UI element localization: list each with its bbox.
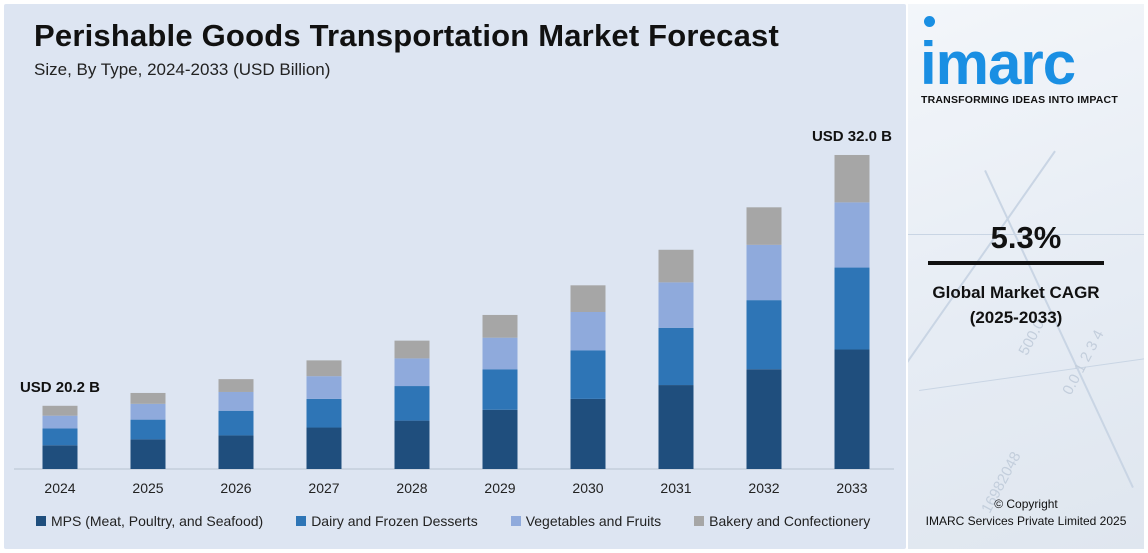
imarc-logo: imarc	[920, 30, 1076, 97]
bar-segment-2029-2	[482, 337, 518, 370]
copyright-line1: © Copyright	[994, 497, 1058, 511]
bar-segment-2024-3	[42, 405, 78, 416]
bar-segment-2025-1	[130, 419, 166, 440]
legend-label: Dairy and Frozen Desserts	[311, 513, 478, 529]
bar-segment-2030-3	[570, 285, 606, 312]
bar-segment-2032-0	[746, 369, 782, 469]
legend-label: MPS (Meat, Poultry, and Seafood)	[51, 513, 264, 529]
bar-segment-2030-1	[570, 350, 606, 399]
legend-swatch	[296, 516, 307, 526]
bar-segment-2027-1	[306, 398, 342, 428]
legend-swatch	[36, 516, 46, 526]
bar-segment-2033-2	[834, 202, 870, 268]
legend-item-2: Vegetables and Fruits	[510, 513, 662, 529]
bar-segment-2026-3	[218, 379, 254, 392]
copyright-line2: IMARC Services Private Limited 2025	[925, 514, 1127, 528]
x-tick-label-2029: 2029	[484, 480, 515, 496]
bar-segment-2024-1	[42, 428, 78, 446]
cagr-value: 5.3%	[990, 220, 1062, 255]
bar-segment-2027-3	[306, 360, 342, 377]
decorative-line	[908, 234, 1144, 235]
bar-segment-2030-0	[570, 398, 606, 469]
bar-segment-2027-2	[306, 376, 342, 399]
chart-legend: MPS (Meat, Poultry, and Seafood) Dairy an…	[36, 513, 903, 529]
branding-panel: 500.0 0.0 1 2 3 4 16982048 imarc TRANSFO…	[908, 4, 1144, 549]
bar-segment-2031-2	[658, 282, 694, 328]
bar-segment-2033-1	[834, 267, 870, 350]
bar-segment-2031-3	[658, 249, 694, 283]
decorative-line	[919, 357, 1144, 392]
bar-segment-2026-0	[218, 435, 254, 469]
legend-item-0: MPS (Meat, Poultry, and Seafood)	[36, 513, 263, 529]
legend-label: Vegetables and Fruits	[525, 513, 662, 529]
x-tick-label-2030: 2030	[572, 480, 603, 496]
bar-segment-2026-1	[218, 410, 254, 436]
bar-segment-2031-0	[658, 385, 694, 469]
x-tick-label-2027: 2027	[308, 480, 339, 496]
chart-title: Perishable Goods Transportation Market F…	[34, 18, 779, 53]
bar-segment-2024-2	[42, 415, 78, 429]
cagr-label-line2: (2025-2033)	[969, 308, 1063, 327]
cagr-label: Global Market CAGR (2025-2033)	[908, 280, 1124, 330]
chart-subtitle: Size, By Type, 2024-2033 (USD Billion)	[34, 60, 331, 79]
cagr-label-line1: Global Market CAGR	[932, 283, 1100, 302]
x-tick-label-2033: 2033	[836, 480, 867, 496]
bar-segment-2032-3	[746, 207, 782, 245]
logo-dot-icon	[924, 16, 935, 27]
legend-label: Bakery and Confectionery	[709, 513, 871, 529]
bar-segment-2025-3	[130, 392, 166, 404]
bar-segment-2030-2	[570, 311, 606, 351]
logo-tagline: TRANSFORMING IDEAS INTO IMPACT	[921, 94, 1118, 106]
x-tick-label-2031: 2031	[660, 480, 691, 496]
bar-segment-2032-2	[746, 244, 782, 301]
decorative-numbers: 0.0 1 2 3 4	[1059, 327, 1108, 398]
total-annotation-2024: USD 20.2 B	[20, 379, 100, 396]
stacked-bar-chart: 2024 2025 2026 2027 2028 2029 2030 2031 2032 2033…	[14, 128, 894, 496]
x-tick-label-2024: 2024	[44, 480, 75, 496]
bar-segment-2028-2	[394, 358, 430, 387]
cagr-divider	[928, 261, 1104, 265]
bar-segment-2033-0	[834, 349, 870, 469]
copyright-notice: © Copyright IMARC Services Private Limit…	[908, 496, 1144, 530]
bar-segment-2031-1	[658, 327, 694, 386]
bar-segment-2029-0	[482, 409, 518, 469]
x-tick-label-2032: 2032	[748, 480, 779, 496]
x-tick-label-2025: 2025	[132, 480, 163, 496]
bar-segment-2029-1	[482, 369, 518, 410]
x-tick-label-2028: 2028	[396, 480, 427, 496]
legend-item-1: Dairy and Frozen Desserts	[296, 513, 478, 529]
bar-segment-2032-1	[746, 300, 782, 370]
bar-segment-2025-0	[130, 439, 166, 469]
bar-segment-2025-2	[130, 403, 166, 420]
bar-segment-2033-3	[834, 154, 870, 203]
legend-item-3: Bakery and Confectionery	[694, 513, 870, 529]
bar-segment-2028-3	[394, 340, 430, 359]
legend-swatch	[694, 516, 705, 526]
bar-segment-2026-2	[218, 391, 254, 411]
x-tick-label-2026: 2026	[220, 480, 251, 496]
bar-segment-2024-0	[42, 445, 78, 469]
bar-segment-2027-0	[306, 427, 342, 469]
legend-swatch	[510, 516, 521, 526]
bar-segment-2028-0	[394, 420, 430, 469]
total-annotation-2033: USD 32.0 B	[812, 128, 892, 145]
bar-segment-2028-1	[394, 386, 430, 421]
bar-segment-2029-3	[482, 314, 518, 338]
